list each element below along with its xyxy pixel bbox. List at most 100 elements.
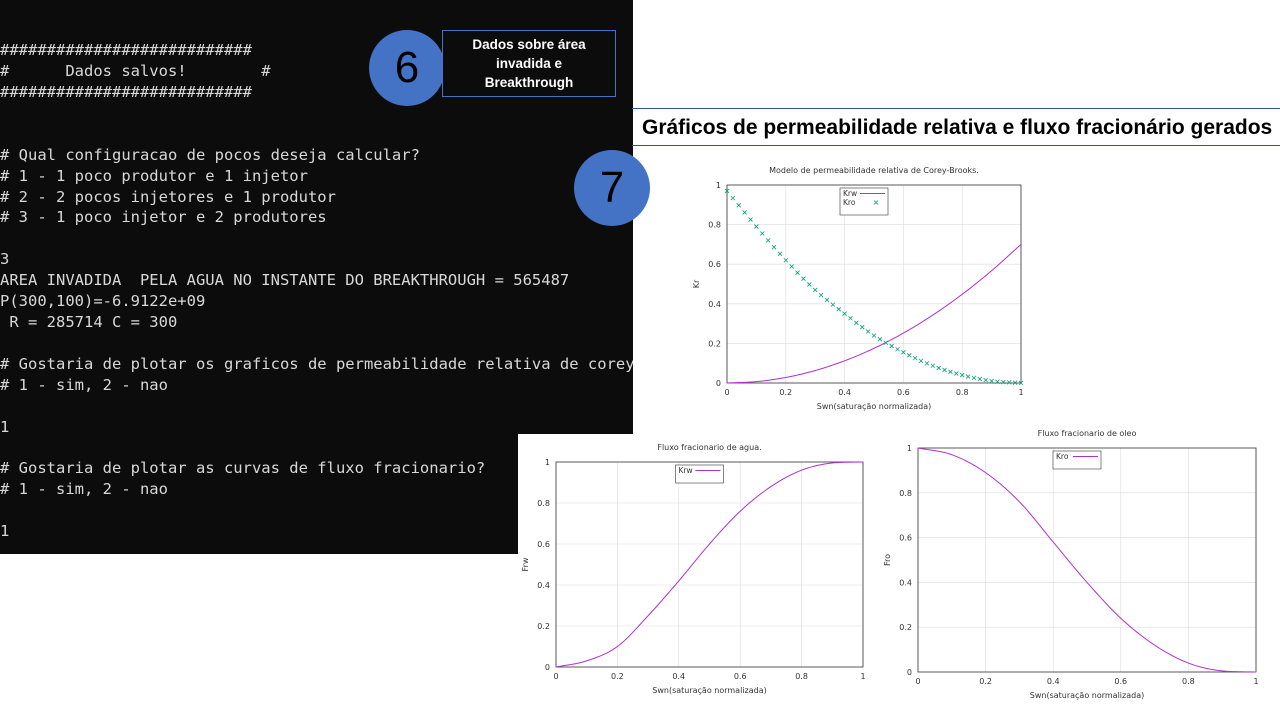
- x-tick-label: 0.6: [897, 388, 910, 397]
- y-axis-label: Kr: [692, 279, 701, 288]
- data-point-kro: [807, 282, 812, 287]
- step-badge-7: 7: [574, 150, 650, 226]
- data-point-kro: [812, 287, 818, 293]
- terminal-line: # Dados salvos! #: [0, 62, 271, 80]
- chart-fluxo-oleo-svg: Fluxo fracionario de oleo 0 0.2 0.4 0.6 0.8 1 0…: [883, 429, 1259, 700]
- y-tick-label: 0.8: [899, 489, 912, 498]
- data-point-kro: [995, 379, 1000, 384]
- x-tick-label: 0.4: [1047, 677, 1060, 686]
- x-tick-label: 0.8: [956, 388, 969, 397]
- terminal-line: 3: [0, 250, 10, 268]
- x-axis-label: Swn(saturação normalizada): [817, 402, 931, 411]
- legend-box: [839, 187, 889, 216]
- x-tick-label: 0.2: [979, 677, 992, 686]
- terminal-line: # 1 - sim, 2 - nao: [0, 480, 168, 498]
- chart-title: Fluxo fracionario de oleo: [1038, 429, 1137, 438]
- x-tick-label: 0.4: [838, 388, 851, 397]
- y-tick-label: 0.2: [537, 622, 550, 631]
- chart-fluxo-agua-svg: Fluxo fracionario de agua. 0 0.2 0.4 0.6 0.8 1…: [521, 443, 866, 695]
- data-point-kro: [830, 302, 836, 307]
- data-point-kro: [871, 333, 877, 338]
- terminal-line: # Gostaria de plotar as curvas de fluxo …: [0, 459, 486, 477]
- data-point-kro: [936, 365, 941, 371]
- data-point-kro: [954, 371, 959, 376]
- data-point-kro: [848, 315, 853, 321]
- data-point-kro: [859, 324, 865, 330]
- data-point-kro: [883, 340, 889, 346]
- terminal-line: 1: [0, 522, 10, 540]
- chart-fluxo-oleo: Fluxo fracionario de oleo 0 0.2 0.4 0.6 0.8 1 0…: [874, 418, 1268, 708]
- terminal-line: AREA INVADIDA PELA AGUA NO INSTANTE DO B…: [0, 271, 570, 289]
- data-point-kro: [924, 361, 930, 366]
- x-tick-label: 0.8: [1182, 677, 1195, 686]
- data-point-kro: [930, 363, 936, 369]
- data-point-kro: [918, 358, 924, 364]
- x-tick-label: 0: [724, 388, 729, 397]
- y-axis-label: Frw: [521, 557, 530, 571]
- data-point-kro: [983, 377, 989, 383]
- data-point-kro: [754, 224, 759, 229]
- data-point-kro: [854, 320, 859, 326]
- y-tick-label: 1: [545, 458, 550, 467]
- y-tick-label: 0.4: [537, 581, 550, 590]
- data-point-kro: [783, 257, 789, 263]
- data-point-kro: [906, 353, 912, 358]
- series-line-krw: [726, 244, 1022, 384]
- data-point-kro: [818, 292, 824, 298]
- terminal-line: R = 285714 C = 300: [0, 313, 178, 331]
- y-tick-label: 0.6: [537, 540, 550, 549]
- data-point-kro: [824, 297, 830, 303]
- y-tick-label: 0.6: [708, 260, 721, 269]
- data-point-kro: [730, 195, 736, 201]
- legend-label: Krw: [679, 466, 693, 475]
- terminal-line: # Gostaria de plotar os graficos de perm…: [0, 355, 633, 373]
- terminal-line: 1: [0, 418, 10, 436]
- data-point-kro: [948, 369, 953, 375]
- y-tick-label: 0.4: [899, 578, 912, 587]
- legend-label: Kro: [843, 198, 856, 207]
- data-point-kro: [789, 264, 794, 269]
- plot-frame: [726, 184, 1022, 384]
- data-point-kro: [901, 350, 906, 355]
- terminal-line: # 1 - 1 poco produtor e 1 injetor: [0, 167, 308, 185]
- legend-box: [675, 464, 724, 484]
- callout-text: invadida e: [495, 56, 563, 71]
- data-point-kro: [1012, 380, 1018, 385]
- terminal-line: # Qual configuracao de pocos deseja calc…: [0, 146, 420, 164]
- y-tick-label: 1: [907, 444, 912, 453]
- data-point-kro: [795, 270, 800, 275]
- data-point-kro: [889, 343, 894, 349]
- series-line-krw: [555, 461, 864, 668]
- data-point-kro: [801, 276, 806, 281]
- y-tick-label: 0.2: [708, 339, 721, 348]
- terminal-line: ###########################: [0, 41, 252, 59]
- y-tick-label: 0: [545, 663, 550, 672]
- chart-corey-brooks: Modelo de permeabilidade relativa de Cor…: [680, 160, 1040, 418]
- data-point-kro: [759, 231, 765, 236]
- data-point-kro: [965, 374, 971, 379]
- x-tick-label: 0.4: [672, 672, 685, 681]
- terminal-line: # 3 - 1 poco injetor e 2 produtores: [0, 208, 327, 226]
- x-tick-label: 0.6: [734, 672, 747, 681]
- x-axis-label: Swn(saturação normalizada): [652, 686, 766, 695]
- data-point-kro: [777, 251, 783, 257]
- chart-title: Modelo de permeabilidade relativa de Cor…: [769, 166, 979, 175]
- data-point-kro: [895, 346, 900, 352]
- legend-marker: [873, 200, 879, 205]
- data-point-kro: [748, 217, 753, 222]
- data-point-kro: [877, 336, 883, 342]
- series-line-kro: [917, 447, 1257, 673]
- data-point-kro: [971, 375, 977, 381]
- legend-label: Krw: [843, 189, 857, 198]
- x-axis-label: Swn(saturação normalizada): [1030, 691, 1144, 700]
- x-tick-label: 0: [553, 672, 558, 681]
- chart-corey-brooks-svg: Modelo de permeabilidade relativa de Cor…: [692, 166, 1024, 411]
- y-tick-label: 0: [716, 379, 721, 388]
- chart-title: Fluxo fracionario de agua.: [657, 443, 761, 452]
- data-point-kro: [771, 244, 777, 250]
- data-point-kro: [724, 188, 730, 194]
- x-tick-label: 0: [915, 677, 920, 686]
- y-tick-label: 0.6: [899, 534, 912, 543]
- data-point-kro: [1006, 380, 1012, 385]
- section-title: Gráficos de permeabilidade relativa e fl…: [632, 108, 1280, 146]
